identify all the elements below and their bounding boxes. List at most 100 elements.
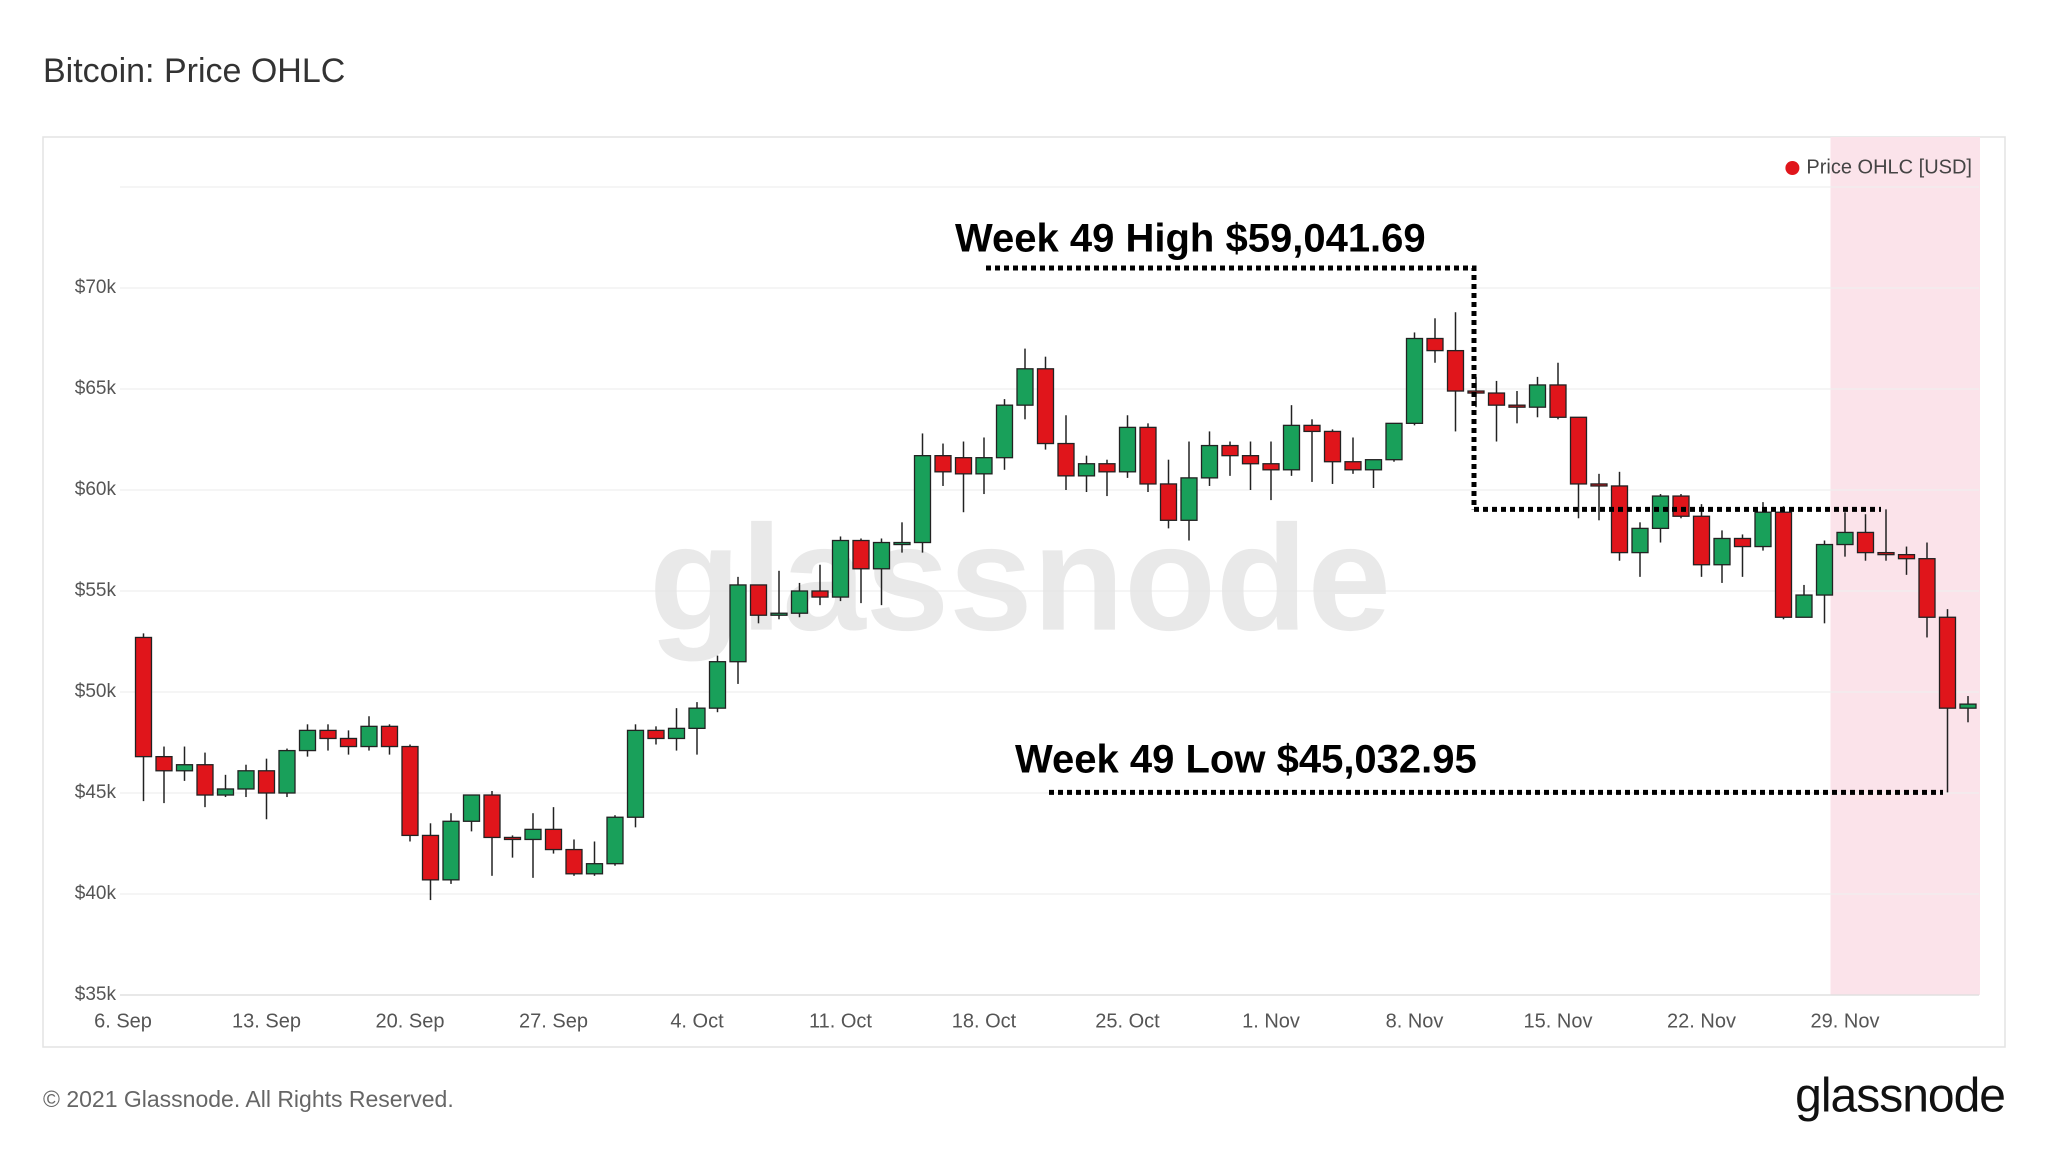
candle-body [790, 590, 809, 614]
candle-body [442, 820, 460, 881]
candle-body [1405, 337, 1424, 424]
annotation-bracket [986, 265, 1477, 510]
candle-body [749, 584, 768, 616]
candle-body [1528, 384, 1547, 408]
x-tick-label: 22. Nov [1667, 1010, 1736, 1032]
candle-body [1590, 483, 1608, 487]
annotation-text: Week 49 Low $45,032.95 [1015, 738, 1477, 782]
candle-body [1282, 424, 1301, 471]
x-tick-label: 20. Sep [376, 1010, 445, 1032]
candle-body [483, 794, 501, 839]
candle-body [1815, 543, 1834, 596]
candle-body [1159, 483, 1178, 521]
candle-body [1098, 463, 1116, 473]
candle-body [1938, 616, 1957, 709]
candle-body [1836, 531, 1854, 546]
x-tick-label: 1. Nov [1242, 1010, 1300, 1032]
candle-body [1487, 392, 1506, 406]
candle-body [585, 863, 604, 875]
y-tick-label: $40k [75, 883, 117, 904]
candle-body [1057, 442, 1075, 477]
chart-title: Bitcoin: Price OHLC [43, 52, 345, 90]
candle-body [1262, 463, 1280, 471]
candle-body [1180, 477, 1198, 521]
logo: glassnode [1795, 1070, 2005, 1123]
candle-body [1508, 404, 1526, 408]
candle-body [872, 541, 891, 570]
y-tick-label: $55k [75, 580, 117, 601]
candle-body [913, 455, 932, 544]
candle-body [565, 848, 583, 875]
candle-body [893, 541, 911, 546]
candle-body [729, 584, 747, 663]
candle-body [1016, 368, 1034, 406]
x-tick-label: 25. Oct [1095, 1010, 1160, 1032]
candle-body [544, 828, 563, 851]
candle-body [1774, 511, 1793, 618]
candle-body [1569, 416, 1588, 485]
candle-body [1200, 444, 1219, 479]
y-tick-label: $60k [75, 479, 117, 500]
candle-body [1610, 485, 1629, 554]
candle-body [1241, 455, 1260, 465]
candle-body [257, 770, 276, 794]
candle-body [155, 755, 173, 772]
candle-body [1446, 349, 1465, 392]
candle-body [1221, 444, 1239, 457]
candle-body [1139, 426, 1157, 485]
candle-body [401, 745, 419, 837]
candle-body [1672, 495, 1690, 517]
annotation-text: Week 49 High $59,041.69 [955, 217, 1426, 261]
candle-body [298, 729, 317, 752]
candle-body [319, 729, 337, 740]
candle-body [667, 727, 686, 740]
copyright: © 2021 Glassnode. All Rights Reserved. [43, 1086, 454, 1112]
candle-body [954, 457, 973, 475]
candle-body [606, 816, 624, 865]
candle-body [1549, 384, 1567, 418]
candle-body [708, 661, 727, 709]
candle-body [1856, 531, 1875, 554]
legend-label: Price OHLC [USD] [1806, 156, 1972, 178]
candle-body [852, 539, 870, 570]
y-tick-label: $35k [75, 984, 117, 1005]
x-tick-label: 11. Oct [809, 1010, 872, 1032]
candle-body [647, 729, 665, 740]
candle-body [1036, 368, 1055, 445]
x-tick-label: 29. Nov [1811, 1010, 1880, 1032]
candle-body [811, 590, 829, 598]
candle-body [1877, 551, 1895, 556]
candle-body [1713, 537, 1731, 566]
x-tick-label: 15. Nov [1524, 1010, 1593, 1032]
legend-marker [1785, 161, 1800, 175]
candle-body [1426, 337, 1444, 352]
candle-body [196, 764, 214, 796]
candle-body [1323, 430, 1342, 463]
candle-body [1077, 463, 1096, 477]
candle-body [339, 737, 358, 748]
x-tick-label: 27. Sep [519, 1010, 588, 1032]
candle-body [975, 457, 993, 475]
candle-body [1692, 515, 1711, 566]
y-tick-label: $70k [75, 277, 117, 298]
candle-body [1897, 553, 1916, 560]
chart-frame [42, 136, 2006, 1048]
watermark: glassnode [649, 494, 1391, 662]
candle-body [462, 794, 481, 822]
candle-body [1651, 495, 1670, 530]
candle-body [134, 636, 153, 758]
candle-body [626, 729, 645, 818]
candle-body [1795, 594, 1813, 618]
candle-body [1118, 426, 1137, 473]
x-tick-label: 8. Nov [1386, 1010, 1444, 1032]
y-tick-label: $45k [75, 782, 117, 803]
candle-body [1303, 424, 1321, 433]
candle-body [995, 404, 1014, 459]
candle-body [1631, 527, 1649, 554]
candle-body [1364, 459, 1383, 471]
candle-body [1344, 461, 1362, 471]
candle-body [688, 707, 706, 730]
candle-body [503, 836, 522, 841]
week-highlight [1830, 137, 1980, 995]
